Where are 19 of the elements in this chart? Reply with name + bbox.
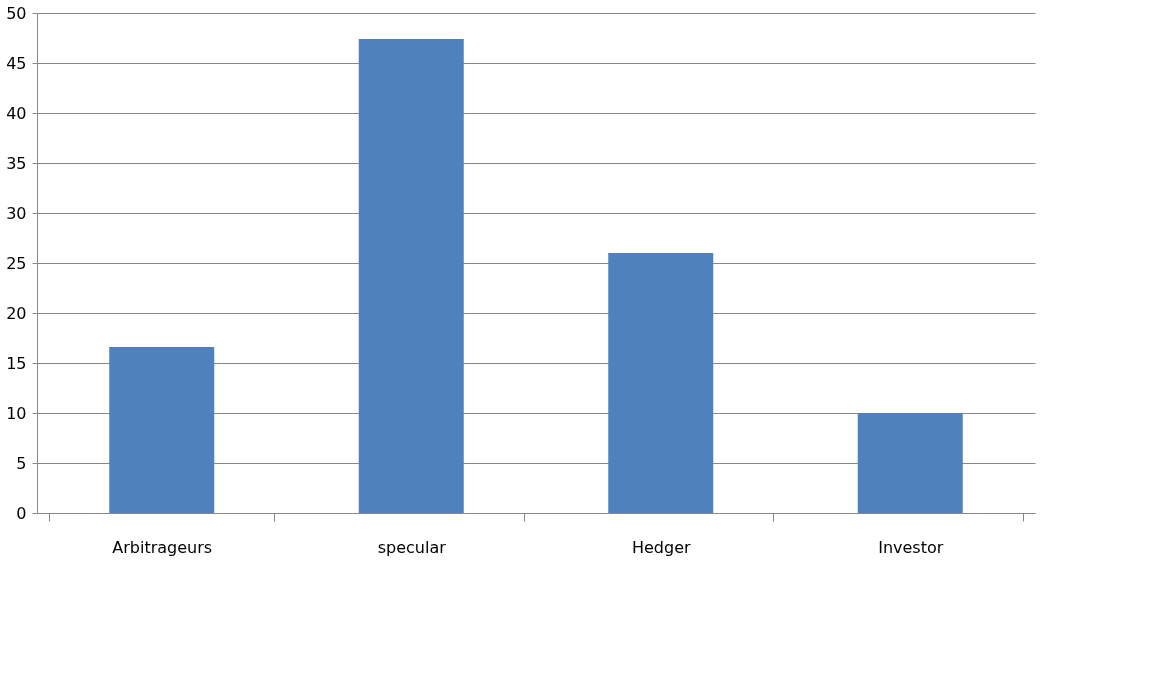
y-tick-label: 30	[6, 203, 27, 223]
y-tick-label: 20	[6, 303, 27, 323]
x-tick-label: Investor	[878, 537, 944, 557]
y-tick-label: 5	[16, 453, 27, 473]
bar	[608, 253, 714, 513]
bar	[109, 347, 215, 513]
y-tick-label: 50	[6, 3, 27, 23]
y-tick-label: 25	[6, 253, 27, 273]
y-tick-label: 40	[6, 103, 27, 123]
y-tick-label: 10	[6, 403, 27, 423]
x-tick-label: specular	[377, 537, 447, 557]
y-tick-label: 0	[16, 503, 27, 523]
bar	[857, 413, 963, 513]
x-tick-label: Hedger	[631, 537, 691, 557]
x-tick-label: Arbitrageurs	[112, 537, 213, 557]
y-tick-label: 45	[6, 53, 27, 73]
y-tick-label: 35	[6, 153, 27, 173]
y-tick-label: 15	[6, 353, 27, 373]
bar	[358, 39, 464, 513]
